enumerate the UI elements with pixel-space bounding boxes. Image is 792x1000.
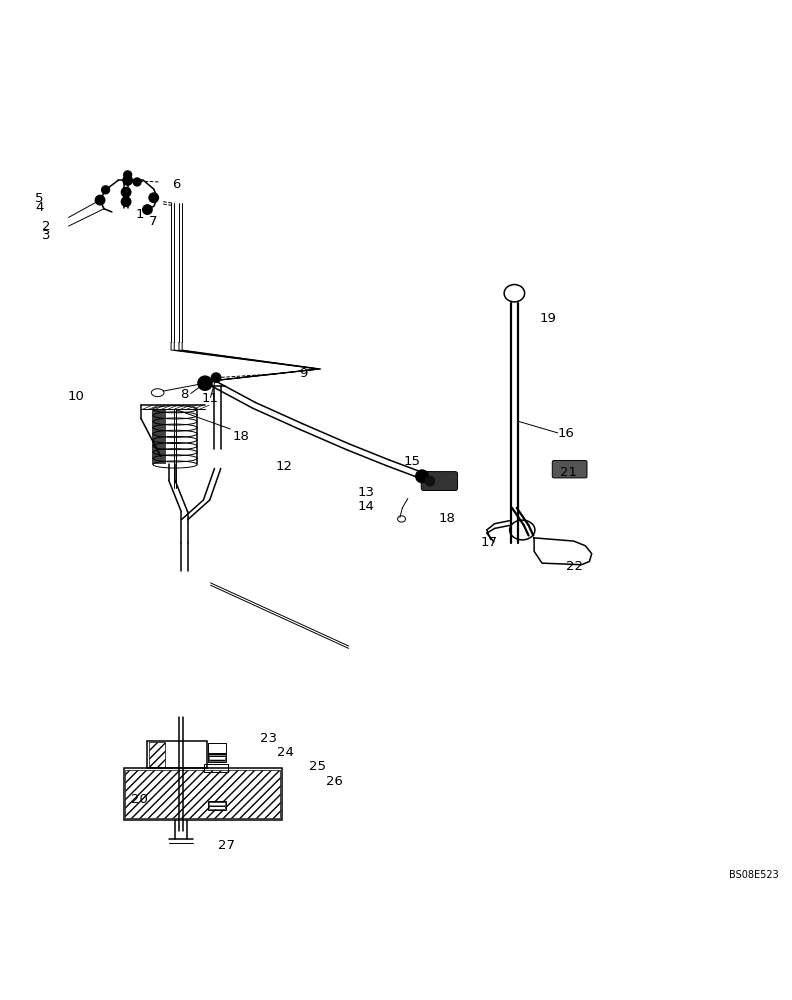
Circle shape bbox=[425, 476, 435, 486]
Text: 1: 1 bbox=[135, 208, 144, 221]
FancyBboxPatch shape bbox=[552, 461, 587, 478]
Ellipse shape bbox=[505, 285, 524, 302]
Bar bbox=[124, 768, 282, 820]
Text: 14: 14 bbox=[357, 500, 375, 513]
Circle shape bbox=[416, 470, 428, 483]
Circle shape bbox=[133, 178, 141, 186]
Circle shape bbox=[121, 187, 131, 197]
Circle shape bbox=[95, 195, 105, 205]
Text: 18: 18 bbox=[439, 512, 455, 525]
Text: 5: 5 bbox=[35, 192, 44, 205]
Circle shape bbox=[124, 171, 131, 179]
Circle shape bbox=[149, 193, 158, 202]
Bar bbox=[209, 801, 225, 809]
Text: 24: 24 bbox=[277, 746, 294, 759]
Bar bbox=[208, 753, 226, 762]
Text: 12: 12 bbox=[276, 460, 292, 473]
Text: 20: 20 bbox=[131, 793, 148, 806]
Text: 4: 4 bbox=[35, 201, 44, 214]
Text: 16: 16 bbox=[558, 427, 575, 440]
Bar bbox=[208, 743, 226, 754]
Bar bbox=[153, 409, 166, 464]
Bar bbox=[125, 770, 280, 818]
Text: 15: 15 bbox=[403, 455, 421, 468]
Text: 13: 13 bbox=[357, 486, 375, 499]
Text: 25: 25 bbox=[309, 760, 326, 773]
Text: 7: 7 bbox=[149, 215, 157, 228]
Text: 26: 26 bbox=[326, 775, 343, 788]
Text: 2: 2 bbox=[42, 220, 51, 233]
Bar bbox=[149, 742, 165, 767]
Text: 23: 23 bbox=[260, 732, 276, 745]
FancyBboxPatch shape bbox=[421, 472, 458, 491]
Text: 19: 19 bbox=[540, 312, 557, 325]
Circle shape bbox=[101, 186, 109, 194]
Bar bbox=[208, 801, 226, 810]
Bar bbox=[147, 741, 207, 768]
Circle shape bbox=[123, 176, 132, 185]
Text: 21: 21 bbox=[560, 466, 577, 479]
Circle shape bbox=[143, 205, 152, 214]
Text: 11: 11 bbox=[202, 392, 219, 405]
Text: 9: 9 bbox=[299, 367, 308, 380]
Text: 3: 3 bbox=[42, 229, 51, 242]
Bar bbox=[209, 754, 225, 761]
Bar bbox=[204, 764, 228, 772]
Text: 8: 8 bbox=[181, 388, 188, 401]
Text: 17: 17 bbox=[481, 536, 497, 549]
Circle shape bbox=[198, 376, 212, 390]
Text: 10: 10 bbox=[68, 390, 85, 403]
Text: 6: 6 bbox=[173, 178, 181, 191]
Circle shape bbox=[121, 197, 131, 206]
Polygon shape bbox=[534, 538, 592, 565]
Text: 22: 22 bbox=[565, 560, 583, 573]
Text: BS08E523: BS08E523 bbox=[729, 870, 779, 880]
Text: 18: 18 bbox=[232, 430, 249, 443]
Text: 27: 27 bbox=[218, 839, 234, 852]
Circle shape bbox=[211, 373, 221, 382]
